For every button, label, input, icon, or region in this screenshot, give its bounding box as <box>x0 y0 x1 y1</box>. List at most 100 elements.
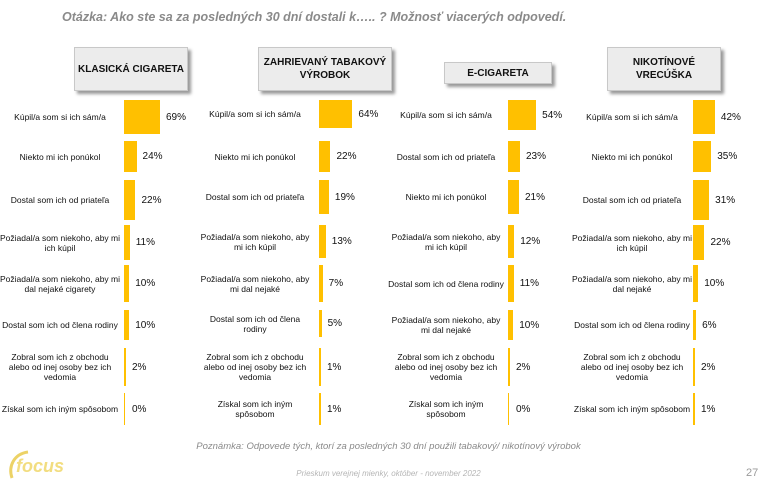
bar <box>124 225 130 260</box>
value-label: 19% <box>334 191 355 203</box>
bar <box>508 141 520 172</box>
bar <box>693 393 695 425</box>
bar <box>319 348 321 386</box>
bar <box>508 393 509 425</box>
bar <box>319 180 329 214</box>
bar <box>124 393 125 425</box>
value-label: 6% <box>702 319 717 331</box>
bar <box>124 310 130 340</box>
bar <box>319 141 331 172</box>
bar <box>693 100 715 134</box>
value-label: 10% <box>135 278 156 289</box>
category-label: Požiadal/a som niekoho, aby mi dal nejak… <box>200 273 310 294</box>
category-label: Dostal som ich od priateľa <box>10 195 110 205</box>
category-label: Požiadal/a som niekoho, aby mi dal nejak… <box>572 273 693 294</box>
value-label: 0% <box>132 403 147 415</box>
category-label: Dostal som ich od priateľa <box>582 195 682 205</box>
value-label: 13% <box>331 236 352 247</box>
bar <box>319 265 323 302</box>
category-label: Získal som ich iným spôsobom <box>1 404 119 414</box>
bar <box>124 348 126 386</box>
chart-title: E-CIGARETA <box>444 62 552 84</box>
bar <box>508 100 537 130</box>
value-label: 24% <box>142 151 163 162</box>
category-label: Získal som ich iným spôsobom <box>408 399 484 419</box>
value-label: 69% <box>166 111 187 123</box>
value-label: 2% <box>132 361 147 373</box>
value-label: 42% <box>720 111 741 123</box>
value-label: 54% <box>542 109 563 121</box>
value-label: 11% <box>519 278 540 289</box>
category-label: Dostal som ich od priateľa <box>205 192 305 202</box>
category-label: Dostal som ich od člena rodiny <box>209 313 301 334</box>
category-label: Dostal som ich od člena rodiny <box>574 320 690 330</box>
category-label: Niekto mi ich ponúkol <box>591 151 673 162</box>
bar <box>508 265 514 302</box>
value-label: 10% <box>704 278 725 289</box>
bar <box>124 141 137 172</box>
category-label: Dostal som ich od člena rodiny <box>2 320 118 330</box>
value-label: 22% <box>141 194 162 206</box>
survey-footer: Prieskum verejnej mienky, október - nove… <box>296 469 481 478</box>
category-label: Požiadal/a som niekoho, aby mi ich kúpil <box>391 231 501 252</box>
value-label: 23% <box>526 151 547 162</box>
value-label: 2% <box>516 361 531 373</box>
bar <box>508 225 515 258</box>
bar <box>693 348 695 386</box>
value-label: 11% <box>135 237 156 248</box>
chart-title: KLASICKÁ CIGARETA <box>74 47 188 91</box>
chart-title: NIKOTÍNOVÉ VRECÚŠKA <box>607 47 721 91</box>
page-number: 27 <box>746 467 759 479</box>
category-label: Kúpil/a som si ich sám/a <box>586 112 678 122</box>
category-label: Dostal som ich od člena rodiny <box>388 278 504 289</box>
chart-title: ZAHRIEVANÝ TABAKOVÝ VÝROBOK <box>258 47 392 91</box>
value-label: 7% <box>328 278 344 289</box>
category-label: Zobral som ich z obchodu alebo od inej o… <box>8 352 112 382</box>
value-label: 1% <box>327 403 342 415</box>
value-label: 22% <box>336 151 357 162</box>
bar <box>693 180 710 220</box>
category-label: Niekto mi ich ponúkol <box>214 151 296 162</box>
value-label: 10% <box>135 319 156 331</box>
category-label: Zobral som ich z obchodu alebo od inej o… <box>580 352 684 382</box>
bar <box>319 393 321 425</box>
category-label: Požiadal/a som niekoho, aby mi ich kúpil <box>200 231 310 252</box>
category-label: Dostal som ich od priateľa <box>396 151 496 162</box>
category-label: Požiadal/a som niekoho, aby mi ich kúpil <box>0 232 121 253</box>
value-label: 2% <box>701 361 716 373</box>
logo-text: focus <box>16 456 64 476</box>
value-label: 12% <box>520 236 541 247</box>
value-label: 1% <box>701 403 716 415</box>
question-title: Otázka: Ako ste sa za posledných 30 dní … <box>62 10 567 24</box>
bar <box>124 265 130 302</box>
category-label: Požiadal/a som niekoho, aby mi dal nejak… <box>0 273 121 294</box>
category-label: Kúpil/a som si ich sám/a <box>400 110 492 120</box>
bar <box>319 310 322 337</box>
bar <box>508 310 514 340</box>
category-label: Kúpil/a som si ich sám/a <box>14 112 106 122</box>
category-label: Zobral som ich z obchodu alebo od inej o… <box>394 352 498 382</box>
bar <box>693 225 705 260</box>
value-label: 21% <box>524 191 545 203</box>
category-label: Získal som ich iným spôsobom <box>217 399 293 419</box>
bar <box>124 100 160 134</box>
value-label: 35% <box>717 151 738 162</box>
focus-logo: focus <box>9 450 64 479</box>
value-label: 64% <box>358 108 379 120</box>
bar <box>693 265 699 302</box>
category-label: Niekto mi ich ponúkol <box>405 192 487 202</box>
bar <box>124 180 136 220</box>
value-label: 10% <box>519 319 540 331</box>
value-label: 0% <box>516 403 531 415</box>
category-label: Požiadal/a som niekoho, aby mi ich kúpil <box>572 232 693 253</box>
bar <box>319 100 353 128</box>
category-label: Získal som ich iným spôsobom <box>573 404 691 414</box>
bar <box>693 141 712 172</box>
bar <box>508 180 519 214</box>
category-label: Niekto mi ich ponúkol <box>19 151 101 162</box>
bar <box>693 310 697 340</box>
value-label: 22% <box>710 237 731 248</box>
value-label: 1% <box>327 361 342 373</box>
category-label: Zobral som ich z obchodu alebo od inej o… <box>203 352 307 382</box>
footnote: Poznámka: Odpovede tých, ktorí za posled… <box>196 441 581 452</box>
